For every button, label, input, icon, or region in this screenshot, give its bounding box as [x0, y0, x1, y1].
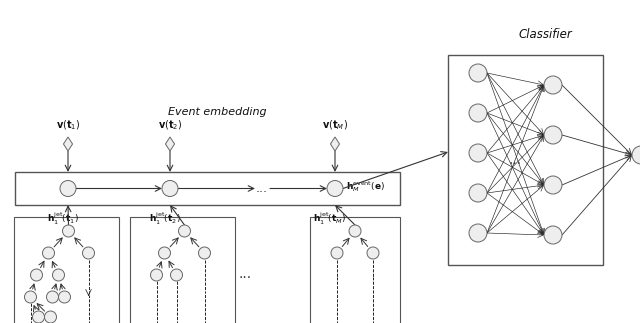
Circle shape	[42, 247, 54, 259]
Text: $\mathbf{v}(\mathbf{t}_1)$: $\mathbf{v}(\mathbf{t}_1)$	[56, 119, 80, 132]
Text: Event embedding: Event embedding	[168, 107, 267, 117]
Circle shape	[162, 181, 178, 196]
Circle shape	[544, 226, 562, 244]
Circle shape	[367, 247, 379, 259]
Circle shape	[33, 311, 45, 323]
Circle shape	[331, 247, 343, 259]
Circle shape	[47, 291, 58, 303]
Circle shape	[58, 291, 70, 303]
Bar	[130, 217, 235, 323]
Circle shape	[45, 311, 56, 323]
Circle shape	[469, 104, 487, 122]
Circle shape	[632, 146, 640, 164]
Circle shape	[327, 181, 343, 196]
Text: $\mathbf{v}(\mathbf{t}_M)$: $\mathbf{v}(\mathbf{t}_M)$	[322, 119, 348, 132]
Bar	[448, 55, 603, 265]
Circle shape	[150, 269, 163, 281]
Circle shape	[544, 76, 562, 94]
Text: Classifier: Classifier	[518, 28, 572, 41]
Circle shape	[198, 247, 211, 259]
Circle shape	[179, 225, 191, 237]
Circle shape	[544, 176, 562, 194]
Polygon shape	[166, 137, 175, 151]
Text: ...: ...	[509, 153, 522, 167]
Circle shape	[83, 247, 95, 259]
Circle shape	[60, 181, 76, 196]
Bar	[15, 172, 400, 205]
Circle shape	[170, 269, 182, 281]
Circle shape	[469, 184, 487, 202]
Bar	[310, 217, 400, 323]
Circle shape	[469, 64, 487, 82]
Text: $\mathbf{h}_1^{\mathrm{jet}}(\mathbf{t}_1)$: $\mathbf{h}_1^{\mathrm{jet}}(\mathbf{t}_…	[47, 211, 79, 227]
Bar	[14, 217, 119, 323]
Text: $\mathbf{h}_M^{\mathrm{event}}(\mathbf{e})$: $\mathbf{h}_M^{\mathrm{event}}(\mathbf{e…	[346, 179, 385, 194]
Text: $\mathbf{h}_1^{\mathrm{jet}}(\mathbf{t}_M)$: $\mathbf{h}_1^{\mathrm{jet}}(\mathbf{t}_…	[314, 211, 347, 227]
Circle shape	[31, 269, 42, 281]
Text: ...: ...	[256, 182, 268, 195]
Text: $\mathbf{h}_1^{\mathrm{jet}}(\mathbf{t}_2)$: $\mathbf{h}_1^{\mathrm{jet}}(\mathbf{t}_…	[149, 211, 181, 227]
Polygon shape	[63, 137, 72, 151]
Circle shape	[469, 224, 487, 242]
Circle shape	[63, 225, 74, 237]
Text: $\mathbf{v}(\mathbf{t}_2)$: $\mathbf{v}(\mathbf{t}_2)$	[157, 119, 182, 132]
Text: ...: ...	[239, 267, 252, 282]
Circle shape	[159, 247, 170, 259]
Circle shape	[469, 144, 487, 162]
Circle shape	[24, 291, 36, 303]
Circle shape	[52, 269, 65, 281]
Circle shape	[544, 126, 562, 144]
Polygon shape	[330, 137, 340, 151]
Circle shape	[349, 225, 361, 237]
